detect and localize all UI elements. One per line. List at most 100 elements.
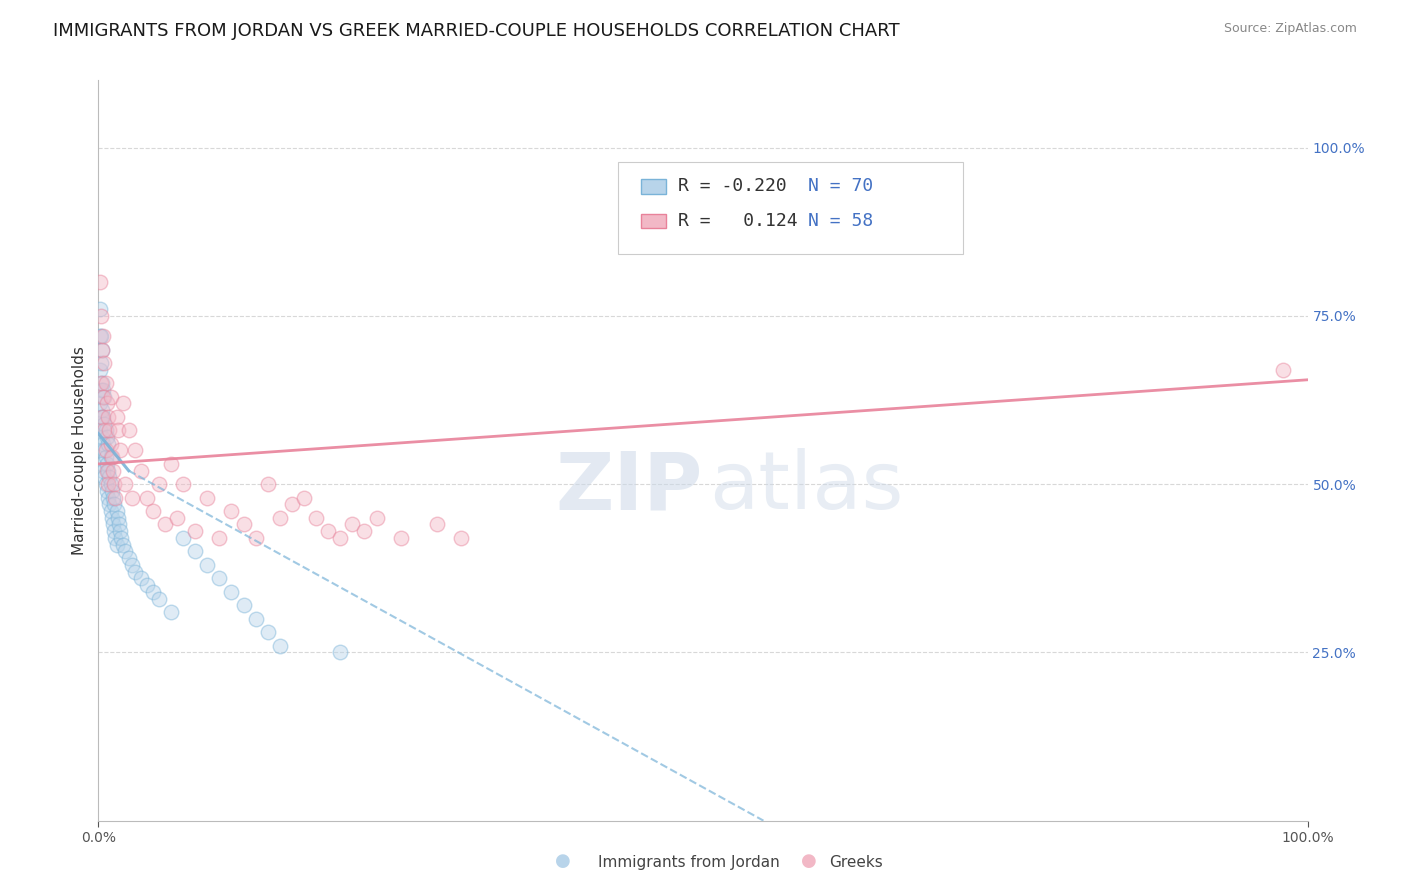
Point (292, 491, 315, 505)
Point (105, 504, 128, 518)
Point (89, 329, 111, 343)
Point (142, 584, 165, 599)
Point (114, 544, 136, 558)
Point (142, 504, 165, 518)
Point (103, 524, 125, 539)
Point (124, 565, 146, 579)
Point (104, 531, 127, 545)
Point (114, 477, 136, 491)
Point (160, 457, 183, 471)
Bar (641, 213, 665, 228)
Point (118, 551, 141, 566)
Point (232, 599, 254, 613)
Point (195, 491, 218, 505)
Point (89, 275, 111, 289)
Point (100, 450, 122, 465)
Point (101, 491, 124, 505)
Point (91, 390, 114, 404)
FancyBboxPatch shape (619, 161, 963, 254)
Point (111, 396, 134, 410)
Point (96, 430, 118, 444)
Point (366, 510, 388, 524)
Point (91, 376, 114, 391)
Point (232, 517, 254, 532)
Point (353, 524, 375, 539)
Point (108, 524, 131, 539)
Point (98, 470, 121, 484)
Point (96, 483, 118, 498)
Point (91, 436, 114, 450)
Point (90, 329, 112, 343)
Point (148, 591, 170, 606)
Point (316, 524, 339, 539)
Point (90, 383, 112, 397)
Point (91, 329, 114, 343)
Point (96, 396, 118, 410)
Point (101, 464, 124, 478)
Point (97, 464, 120, 478)
Point (153, 517, 176, 532)
Point (107, 423, 129, 437)
Text: ZIP: ZIP (555, 449, 703, 526)
Text: ●: ● (554, 852, 571, 870)
Point (160, 605, 183, 619)
Point (104, 491, 127, 505)
Point (89, 362, 111, 376)
Point (245, 612, 267, 626)
Point (121, 558, 143, 572)
Point (110, 531, 132, 545)
Point (105, 409, 128, 424)
Point (90, 443, 112, 458)
Point (108, 443, 131, 458)
Point (256, 625, 278, 640)
Point (184, 524, 207, 539)
Point (100, 436, 122, 450)
Point (100, 390, 122, 404)
Point (108, 517, 131, 532)
Point (342, 517, 364, 532)
Point (208, 571, 231, 585)
Point (269, 510, 291, 524)
Point (97, 477, 120, 491)
Point (94, 477, 117, 491)
Point (100, 504, 122, 518)
Point (91, 457, 114, 471)
Point (89, 423, 111, 437)
Point (389, 531, 412, 545)
Point (91, 430, 114, 444)
Point (91, 343, 114, 357)
Point (208, 531, 231, 545)
Point (121, 491, 143, 505)
Point (269, 639, 291, 653)
Point (93, 356, 115, 370)
Point (124, 443, 146, 458)
Y-axis label: Married-couple Households: Married-couple Households (72, 346, 87, 555)
Point (91, 409, 114, 424)
Point (90, 309, 112, 323)
Point (94, 443, 117, 458)
Bar (641, 178, 665, 194)
Point (100, 450, 122, 465)
Point (89, 302, 111, 317)
Point (94, 376, 117, 391)
Point (129, 571, 152, 585)
Point (221, 584, 243, 599)
Point (91, 403, 114, 417)
Point (129, 464, 152, 478)
Point (135, 578, 157, 592)
Point (101, 517, 124, 532)
Text: Immigrants from Jordan: Immigrants from Jordan (598, 855, 779, 870)
Text: R =   0.124: R = 0.124 (678, 212, 797, 230)
Point (103, 477, 125, 491)
Text: atlas: atlas (709, 449, 904, 526)
Point (100, 477, 122, 491)
Point (90, 376, 112, 391)
Point (107, 510, 129, 524)
Point (98, 423, 121, 437)
Point (93, 470, 115, 484)
Point (245, 531, 267, 545)
Point (1272, 362, 1295, 376)
Point (305, 510, 328, 524)
Point (256, 477, 278, 491)
Point (90, 409, 112, 424)
